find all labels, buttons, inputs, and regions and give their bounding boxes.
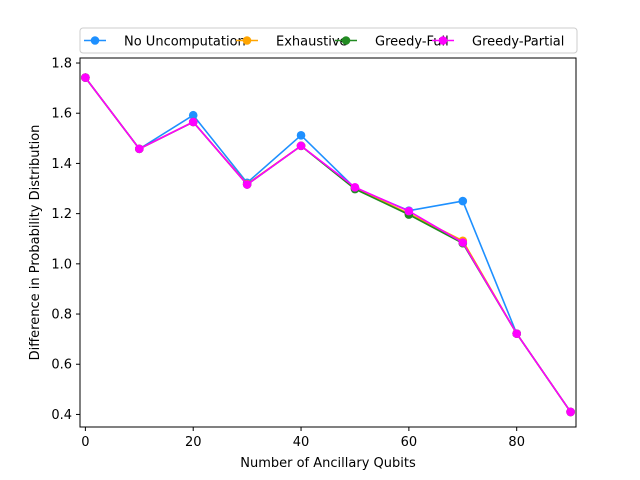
legend-box [79,27,578,54]
series-line [84,77,572,413]
series-layer [81,73,575,417]
y-tick-label: 0.8 [51,308,72,323]
x-tick-label: 40 [293,435,310,450]
legend-marker [242,36,252,45]
plot-area-frame [79,57,577,428]
series-greedy-partial [81,73,575,417]
legend: No Uncomputation Exhaustive Greedy-Full Gre… [79,27,578,54]
y-tick-label: 1.2 [51,207,72,222]
data-point [350,182,360,192]
data-point [566,407,575,417]
legend-label: No Uncomputation [124,35,246,50]
data-point [188,110,198,120]
x-axis: 0 20 40 60 80 [81,427,525,450]
x-axis-label: Number of Ancillary Qubits [240,456,416,471]
legend-entry: Exhaustive [236,35,348,50]
y-axis: 0.4 0.6 0.8 1.0 1.2 1.4 1.6 1.8 [51,57,80,423]
x-tick-label: 80 [508,435,525,450]
legend-marker [90,36,100,45]
y-tick-label: 0.4 [51,408,72,423]
data-point [296,131,306,140]
legend-entry: Greedy-Partial [432,35,564,50]
legend-entry: Greedy-Full [335,35,449,50]
y-tick-label: 0.6 [51,358,72,373]
y-tick-label: 1.0 [51,257,72,272]
legend-label: Greedy-Full [375,35,449,50]
data-point [296,141,306,151]
data-point [242,180,252,189]
series-line [84,77,572,413]
y-tick-label: 1.6 [51,107,72,122]
data-point [81,73,90,82]
data-point [404,206,414,216]
legend-marker [341,36,351,45]
y-tick-label: 1.4 [51,157,72,172]
legend-label: Exhaustive [276,35,348,50]
legend-marker [438,36,448,45]
data-point [458,196,468,206]
data-point [458,238,468,247]
legend-entry: No Uncomputation [84,35,246,50]
data-point [188,117,198,127]
data-point [135,144,144,154]
y-axis-label: Difference in Probability Distribution [28,125,43,361]
y-tick-label: 1.8 [51,57,72,72]
legend-label: Greedy-Partial [472,35,564,50]
x-tick-label: 0 [81,435,89,450]
x-tick-label: 60 [401,435,418,450]
data-point [512,329,521,338]
x-tick-label: 20 [185,435,202,450]
